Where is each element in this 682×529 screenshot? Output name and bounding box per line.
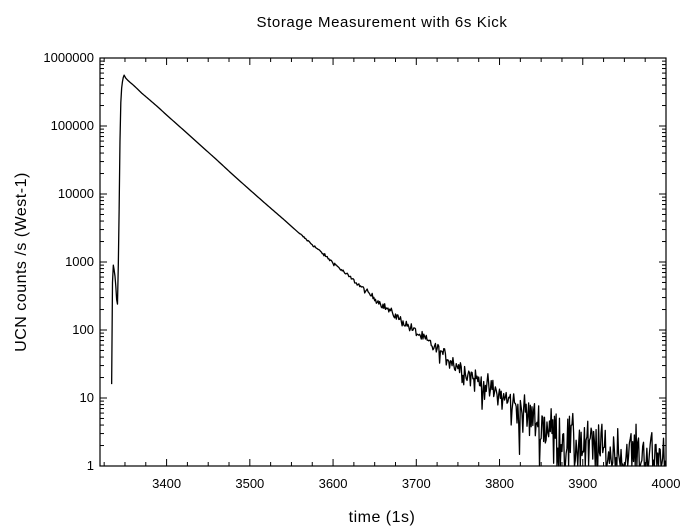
x-tick-label: 3400 [152, 476, 181, 491]
x-axis-label: time (1s) [349, 509, 416, 526]
y-tick-label: 100 [72, 322, 94, 337]
y-tick-label: 1000 [65, 254, 94, 269]
x-axis: 3400 3500 3600 3700 3800 3900 4000 [103, 58, 681, 491]
y-tick-label: 10 [80, 390, 94, 405]
x-tick-label: 3700 [402, 476, 431, 491]
y-tick-label: 100000 [51, 118, 94, 133]
x-tick-label: 3900 [568, 476, 597, 491]
x-tick-label: 3500 [235, 476, 264, 491]
y-tick-label: 1000000 [43, 50, 94, 65]
chart-title: Storage Measurement with 6s Kick [257, 14, 508, 31]
x-tick-label: 3600 [319, 476, 348, 491]
y-axis-label: UCN counts /s (West-1) [13, 172, 30, 352]
y-axis: 1 10 100 1000 10000 100000 1000000 [43, 50, 666, 473]
x-tick-label: 3800 [485, 476, 514, 491]
y-tick-label: 1 [87, 458, 94, 473]
y-tick-label: 10000 [58, 186, 94, 201]
series-line [111, 74, 667, 467]
x-tick-label: 4000 [652, 476, 681, 491]
plot-frame [99, 57, 667, 467]
